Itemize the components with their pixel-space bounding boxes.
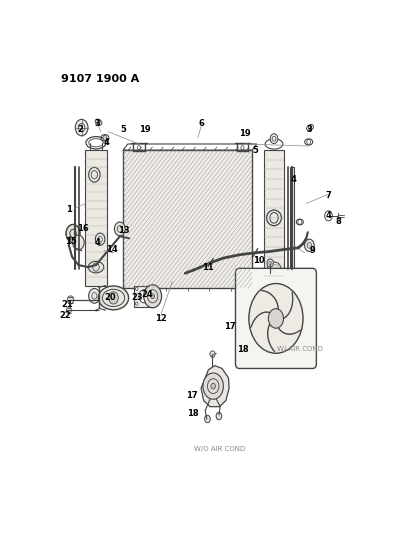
Bar bbox=[123, 150, 252, 288]
Bar bbox=[123, 150, 252, 288]
Text: 24: 24 bbox=[142, 290, 153, 299]
Ellipse shape bbox=[267, 210, 282, 225]
Circle shape bbox=[109, 292, 118, 304]
Circle shape bbox=[308, 126, 312, 130]
Circle shape bbox=[114, 222, 125, 236]
Text: 3: 3 bbox=[307, 125, 312, 134]
Text: 6: 6 bbox=[198, 119, 204, 128]
Ellipse shape bbox=[139, 290, 149, 303]
Text: 18: 18 bbox=[187, 409, 199, 418]
Bar bbox=[85, 150, 107, 286]
Bar bbox=[134, 286, 154, 307]
Text: 14: 14 bbox=[106, 245, 118, 254]
Circle shape bbox=[89, 288, 100, 303]
Text: 4: 4 bbox=[95, 238, 101, 247]
Circle shape bbox=[95, 233, 105, 245]
FancyBboxPatch shape bbox=[236, 268, 316, 368]
Circle shape bbox=[144, 285, 162, 308]
Text: 21: 21 bbox=[61, 300, 73, 309]
Text: 4: 4 bbox=[291, 175, 296, 184]
Circle shape bbox=[203, 373, 224, 399]
Circle shape bbox=[89, 167, 100, 182]
Text: 3: 3 bbox=[95, 119, 100, 128]
Text: 5: 5 bbox=[252, 146, 258, 155]
Circle shape bbox=[305, 239, 314, 252]
Circle shape bbox=[103, 135, 107, 140]
Text: 17: 17 bbox=[224, 322, 236, 331]
Text: 18: 18 bbox=[237, 345, 248, 354]
Circle shape bbox=[270, 134, 278, 143]
Text: 15: 15 bbox=[65, 237, 77, 246]
Circle shape bbox=[268, 309, 284, 328]
Text: 7: 7 bbox=[326, 191, 331, 200]
Text: 9: 9 bbox=[310, 246, 315, 255]
Polygon shape bbox=[201, 366, 229, 407]
Text: 10: 10 bbox=[253, 256, 264, 265]
Circle shape bbox=[205, 415, 210, 423]
Bar bbox=[123, 150, 252, 288]
Circle shape bbox=[267, 259, 273, 267]
Text: 4: 4 bbox=[103, 138, 109, 147]
Text: 8: 8 bbox=[335, 217, 341, 227]
Text: 9107 1900 A: 9107 1900 A bbox=[61, 74, 139, 84]
Text: 1: 1 bbox=[66, 205, 72, 214]
Text: 13: 13 bbox=[118, 225, 130, 235]
Text: 5: 5 bbox=[120, 125, 126, 134]
Circle shape bbox=[249, 284, 303, 353]
Text: 22: 22 bbox=[59, 311, 71, 320]
Text: 12: 12 bbox=[155, 314, 167, 323]
Bar bbox=[264, 150, 284, 286]
Circle shape bbox=[211, 383, 215, 389]
Text: 4: 4 bbox=[326, 211, 331, 220]
Circle shape bbox=[210, 351, 215, 358]
Circle shape bbox=[66, 307, 72, 313]
Text: 11: 11 bbox=[201, 263, 213, 272]
Circle shape bbox=[216, 413, 222, 420]
Circle shape bbox=[97, 120, 100, 124]
Ellipse shape bbox=[98, 286, 129, 310]
Circle shape bbox=[75, 119, 88, 136]
Text: 20: 20 bbox=[104, 293, 116, 302]
Text: 23: 23 bbox=[131, 293, 143, 302]
Circle shape bbox=[73, 235, 84, 250]
Text: 2: 2 bbox=[78, 125, 83, 134]
Circle shape bbox=[151, 294, 155, 298]
Circle shape bbox=[66, 224, 80, 243]
Text: 17: 17 bbox=[186, 391, 198, 400]
Polygon shape bbox=[290, 166, 294, 269]
Text: W/ AIR COND: W/ AIR COND bbox=[277, 346, 323, 352]
Text: W/O AIR COND: W/O AIR COND bbox=[194, 446, 245, 452]
Text: 19: 19 bbox=[239, 129, 251, 138]
Text: 16: 16 bbox=[77, 224, 88, 233]
Circle shape bbox=[67, 296, 74, 304]
Text: 19: 19 bbox=[139, 125, 151, 134]
